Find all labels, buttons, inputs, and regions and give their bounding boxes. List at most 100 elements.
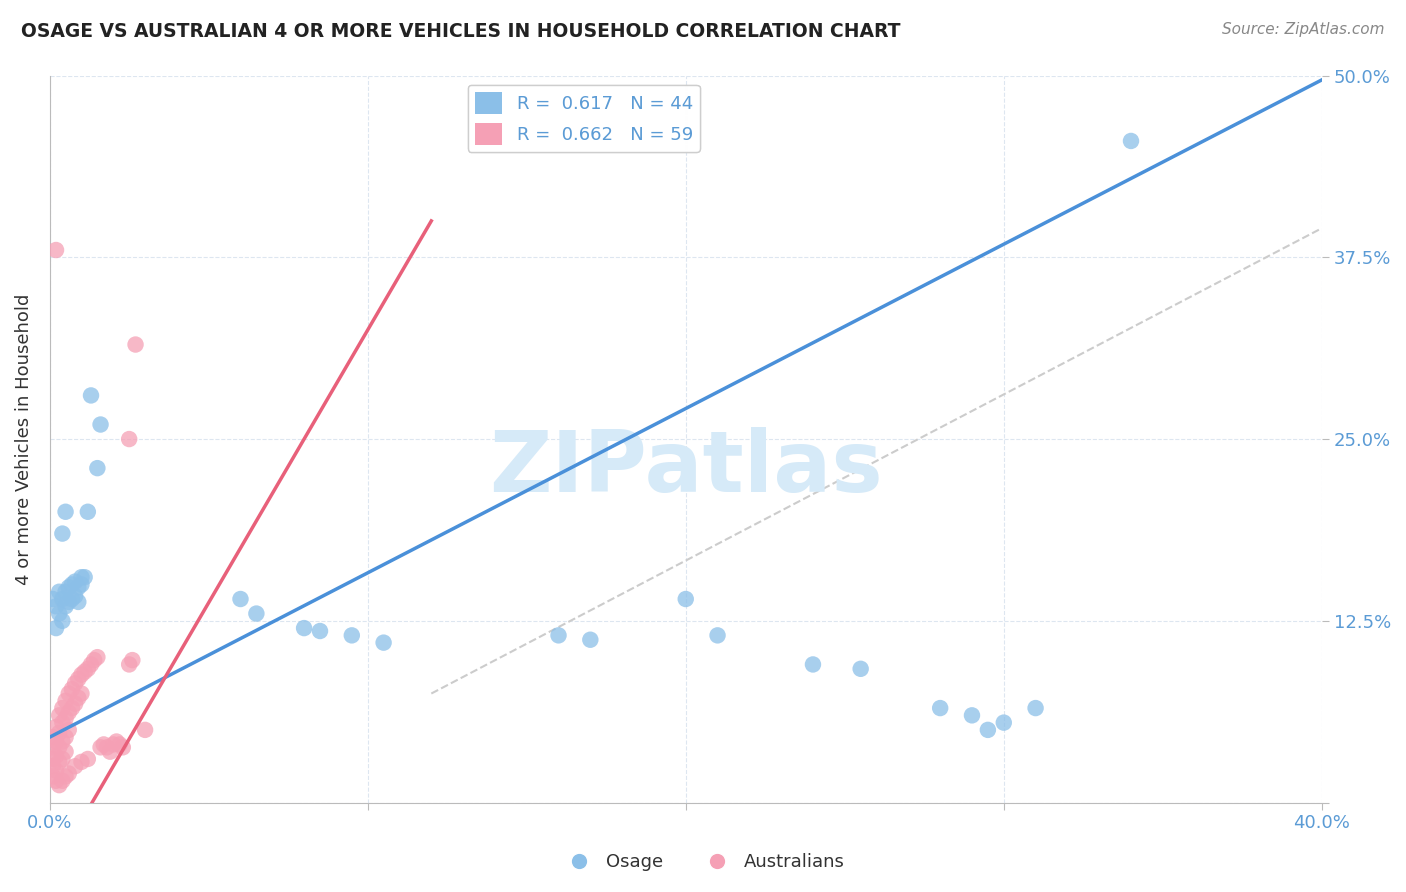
Point: [98, 745, 121, 759]
Point: [63, 697, 86, 711]
Point: [67, 690, 90, 705]
Legend: R =  0.617   N = 44, R =  0.662   N = 59: R = 0.617 N = 44, R = 0.662 N = 59: [468, 85, 700, 152]
Point: [55, 711, 77, 725]
Point: [105, 734, 128, 748]
Point: [55, 505, 77, 519]
Point: [51, 526, 73, 541]
Point: [849, 662, 872, 676]
Point: [51, 734, 73, 748]
Point: [63, 589, 86, 603]
Point: [42, 752, 65, 766]
Point: [579, 632, 602, 647]
Point: [60, 592, 83, 607]
Point: [229, 592, 252, 607]
Point: [70, 667, 93, 681]
Point: [93, 738, 115, 752]
Point: [86, 461, 108, 475]
Point: [48, 726, 70, 740]
Point: [42, 730, 65, 744]
Point: [51, 592, 73, 607]
Point: [993, 715, 1015, 730]
Point: [70, 755, 93, 769]
Point: [124, 337, 146, 351]
Point: [309, 624, 332, 638]
Point: [58, 706, 80, 720]
Point: [45, 773, 67, 788]
Point: [121, 653, 143, 667]
Point: [67, 672, 90, 686]
Point: [960, 708, 983, 723]
Point: [42, 769, 65, 783]
Point: [118, 657, 141, 672]
Point: [134, 723, 156, 737]
Point: [45, 243, 67, 257]
Point: [45, 621, 67, 635]
Point: [45, 720, 67, 734]
Point: [977, 723, 1000, 737]
Point: [51, 701, 73, 715]
Point: [45, 749, 67, 764]
Point: [51, 614, 73, 628]
Point: [373, 635, 395, 649]
Point: [70, 577, 93, 591]
Point: [111, 740, 134, 755]
Point: [58, 766, 80, 780]
Text: Source: ZipAtlas.com: Source: ZipAtlas.com: [1222, 22, 1385, 37]
Point: [55, 694, 77, 708]
Point: [108, 738, 131, 752]
Point: [63, 676, 86, 690]
Point: [58, 723, 80, 737]
Point: [90, 740, 112, 755]
Point: [76, 662, 98, 676]
Point: [245, 607, 267, 621]
Point: [45, 764, 67, 778]
Point: [706, 628, 728, 642]
Point: [86, 650, 108, 665]
Point: [60, 682, 83, 697]
Point: [83, 653, 105, 667]
Legend: Osage, Australians: Osage, Australians: [554, 847, 852, 879]
Point: [45, 734, 67, 748]
Point: [1025, 701, 1047, 715]
Point: [90, 417, 112, 432]
Point: [63, 574, 86, 589]
Point: [547, 628, 569, 642]
Point: [60, 577, 83, 591]
Point: [76, 505, 98, 519]
Point: [70, 687, 93, 701]
Point: [51, 715, 73, 730]
Point: [55, 584, 77, 599]
Point: [42, 592, 65, 607]
Point: [48, 607, 70, 621]
Point: [60, 701, 83, 715]
Y-axis label: 4 or more Vehicles in Household: 4 or more Vehicles in Household: [15, 293, 32, 585]
Point: [103, 738, 125, 752]
Point: [76, 752, 98, 766]
Point: [45, 599, 67, 614]
Point: [48, 755, 70, 769]
Text: OSAGE VS AUSTRALIAN 4 OR MORE VEHICLES IN HOUSEHOLD CORRELATION CHART: OSAGE VS AUSTRALIAN 4 OR MORE VEHICLES I…: [21, 22, 901, 41]
Point: [58, 687, 80, 701]
Point: [51, 752, 73, 766]
Point: [55, 730, 77, 744]
Point: [48, 708, 70, 723]
Point: [48, 778, 70, 792]
Text: ZIPatlas: ZIPatlas: [489, 426, 883, 509]
Point: [96, 740, 118, 755]
Point: [801, 657, 824, 672]
Point: [80, 388, 103, 402]
Point: [55, 745, 77, 759]
Point: [67, 580, 90, 594]
Point: [55, 599, 77, 614]
Point: [42, 740, 65, 755]
Point: [48, 740, 70, 755]
Point: [118, 432, 141, 446]
Point: [51, 773, 73, 788]
Point: [67, 595, 90, 609]
Point: [73, 665, 96, 679]
Point: [42, 759, 65, 773]
Point: [80, 657, 103, 672]
Point: [73, 570, 96, 584]
Point: [63, 759, 86, 773]
Point: [70, 570, 93, 584]
